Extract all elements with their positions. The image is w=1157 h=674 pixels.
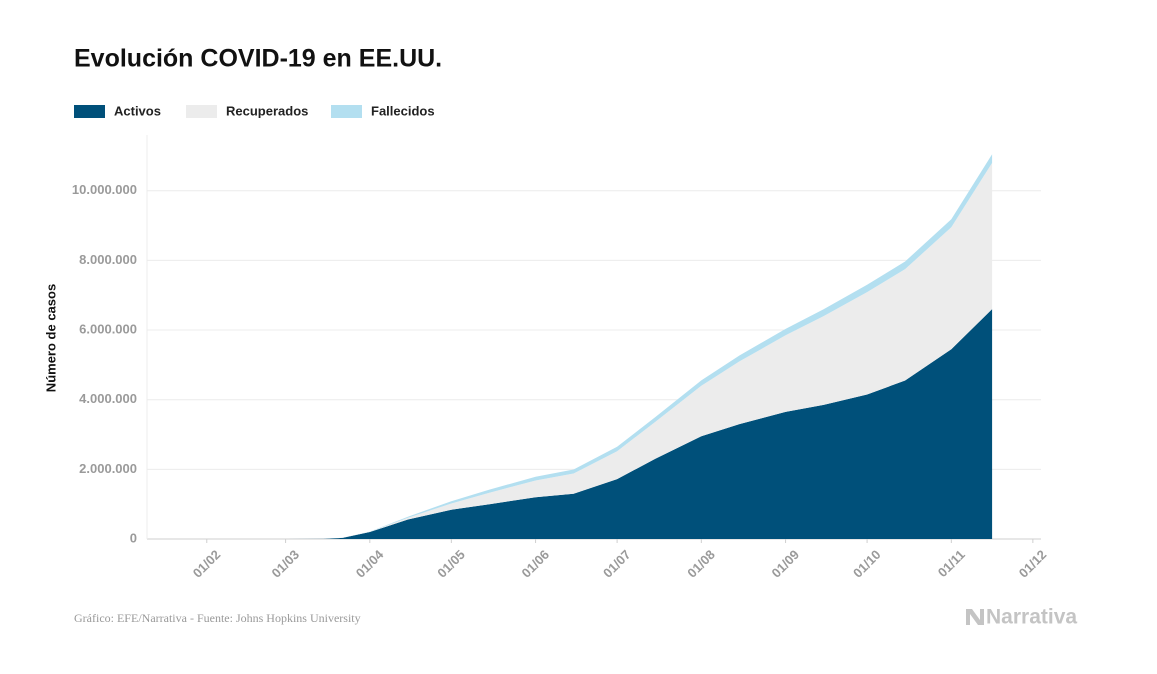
y-tick-label: 4.000.000 — [79, 391, 137, 406]
legend-label: Fallecidos — [371, 103, 435, 118]
legend-swatch — [186, 105, 217, 118]
x-tick-label: 01/03 — [269, 547, 303, 581]
legend-label: Recuperados — [226, 103, 308, 118]
legend-swatch — [74, 105, 105, 118]
brand-logo — [966, 609, 984, 625]
legend-swatch — [331, 105, 362, 118]
area — [179, 162, 993, 539]
x-tick-label: 01/11 — [935, 547, 968, 580]
y-tick-label: 8.000.000 — [79, 252, 137, 267]
x-tick-label: 01/08 — [684, 547, 718, 581]
x-tick-label: 01/06 — [519, 547, 553, 581]
legend-label: Activos — [114, 103, 161, 118]
area — [179, 309, 993, 539]
y-axis-label: Número de casos — [43, 284, 58, 392]
chart-title: Evolución COVID-19 en EE.UU. — [74, 45, 442, 73]
x-tick-label: 01/10 — [850, 547, 884, 581]
x-tick-label: 01/02 — [190, 547, 224, 581]
x-tick-label: 01/07 — [600, 547, 634, 581]
x-tick-label: 01/05 — [434, 547, 468, 581]
x-tick-label: 01/04 — [353, 546, 387, 580]
x-tick-label: 01/12 — [1016, 547, 1050, 581]
y-tick-label: 6.000.000 — [79, 321, 137, 336]
source-note: Gráfico: EFE/Narrativa - Fuente: Johns H… — [74, 611, 361, 625]
y-tick-label: 0 — [130, 530, 137, 545]
y-tick-label: 10.000.000 — [72, 182, 137, 197]
x-tick-label: 01/09 — [769, 547, 803, 581]
y-tick-label: 2.000.000 — [79, 461, 137, 476]
brand-name: Narrativa — [986, 606, 1077, 629]
